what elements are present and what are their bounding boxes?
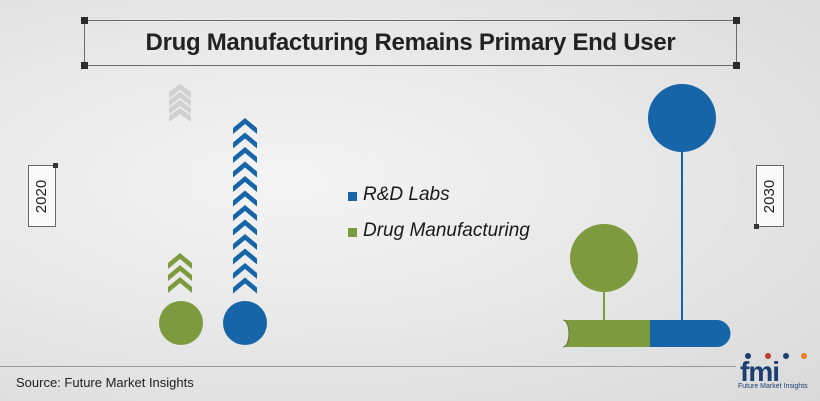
bubble-rd-labs-2020 <box>223 301 267 345</box>
chevron-rd-labs-2020 <box>233 132 257 149</box>
title-box: Drug Manufacturing Remains Primary End U… <box>81 17 740 69</box>
title-corner <box>733 17 740 24</box>
chevron-rd-labs-2020 <box>233 234 257 250</box>
chevron-rd-labs-2020 <box>233 147 257 163</box>
faded-chevron <box>169 92 191 106</box>
bubble-drug-manufacturing-2030 <box>570 224 638 292</box>
chevron-rd-labs-2020 <box>233 161 257 178</box>
legend-swatch-rd-labs <box>348 191 357 201</box>
chevron-rd-labs-2020 <box>233 205 257 221</box>
chevron-rd-labs-2020 <box>233 118 257 134</box>
title-corner <box>81 62 88 69</box>
faded-chevron <box>169 108 191 122</box>
chevron-drug-manufacturing-2020 <box>168 277 192 293</box>
title-corner <box>81 17 88 24</box>
legend-label-rd-labs: R&D Labs <box>363 184 450 205</box>
chevron-rd-labs-2020 <box>233 190 257 207</box>
bubble-drug-manufacturing-2020 <box>159 301 203 345</box>
chevron-rd-labs-2020 <box>233 248 257 265</box>
logo-figures-icon <box>745 353 807 359</box>
chevron-rd-labs-2020 <box>233 176 257 192</box>
logo-tagline: Future Market Insights <box>738 383 808 390</box>
legend-item-drug-manufacturing: Drug Manufacturing <box>348 216 530 246</box>
footer-divider <box>0 366 736 367</box>
logo-word: fmi <box>740 356 780 387</box>
chevron-rd-labs-2020 <box>233 219 257 236</box>
bar-drug-manufacturing-2030 <box>563 320 650 347</box>
legend-item-rd-labs: R&D Labs <box>348 180 530 210</box>
year-label-2030: 2030 <box>754 165 784 229</box>
title-corner <box>733 62 740 69</box>
faded-chevron <box>169 84 191 98</box>
chevron-drug-manufacturing-2020 <box>168 265 192 281</box>
bar-rd-labs-2030 <box>650 320 731 347</box>
chevron-rd-labs-2020 <box>233 263 257 279</box>
bubble-rd-labs-2030 <box>648 84 716 152</box>
legend-swatch-drug-manufacturing <box>348 227 357 237</box>
chevron-rd-labs-2020 <box>233 277 257 294</box>
legend: R&D Labs Drug Manufacturing <box>348 180 530 252</box>
bar-drug-manufacturing-2030-end <box>562 319 570 348</box>
year-label-2020: 2020 <box>28 163 58 227</box>
fmi-logo: fmi Future Market Insights <box>736 350 816 396</box>
source-note: Source: Future Market Insights <box>16 375 194 390</box>
chart-title: Drug Manufacturing Remains Primary End U… <box>145 29 676 56</box>
legend-label-drug-manufacturing: Drug Manufacturing <box>363 220 530 241</box>
faded-chevron <box>169 100 191 114</box>
chevron-drug-manufacturing-2020 <box>168 253 192 269</box>
